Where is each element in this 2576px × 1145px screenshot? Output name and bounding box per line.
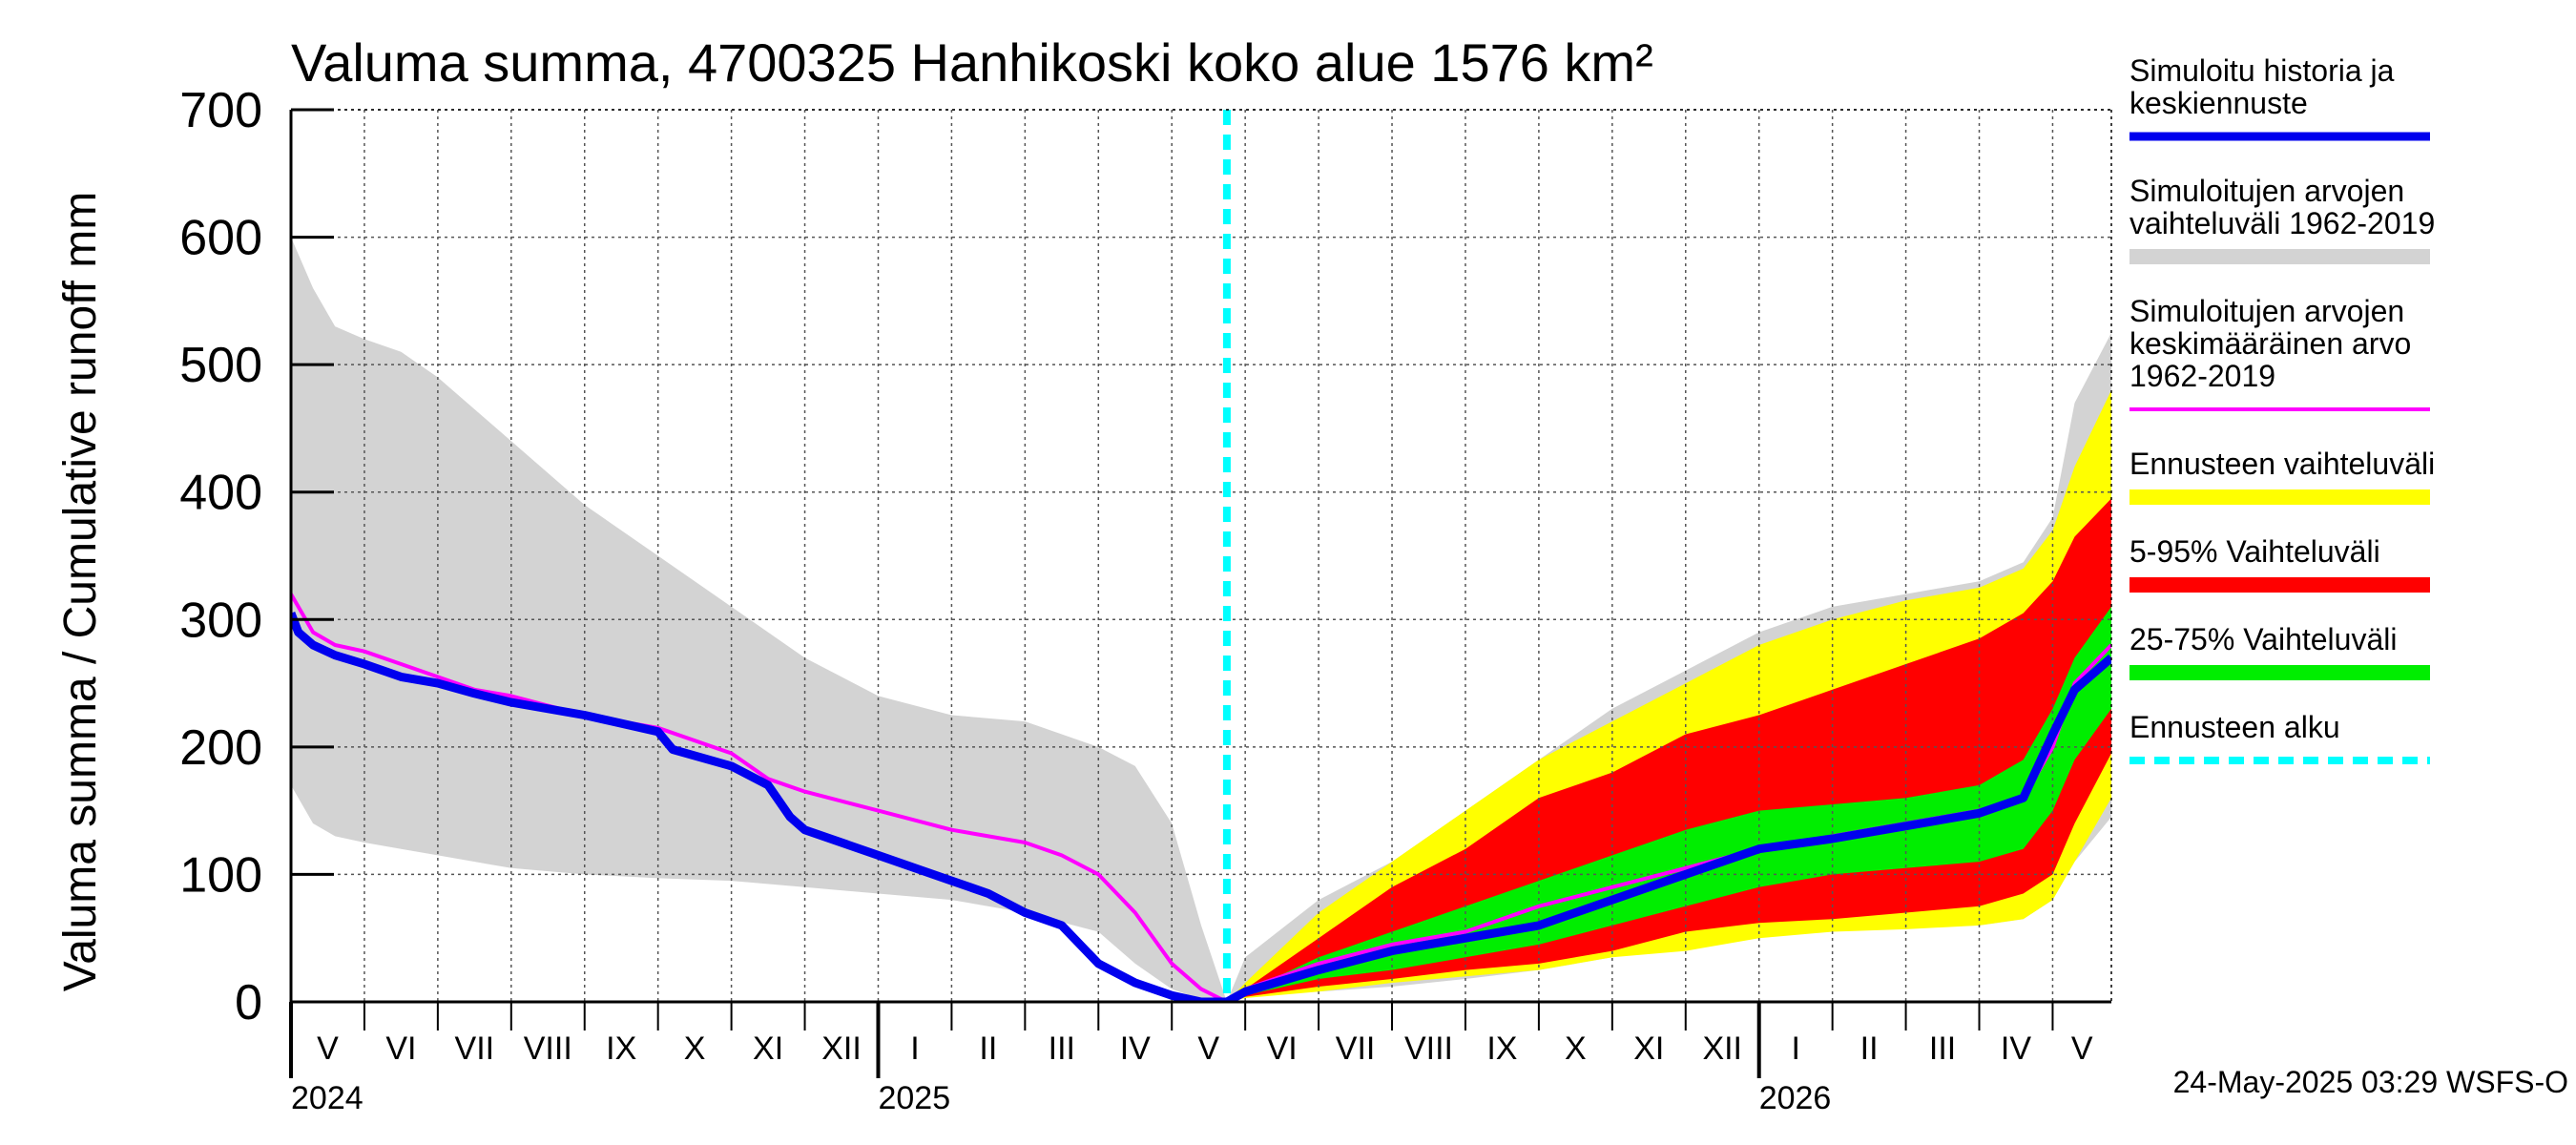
y-tick-label: 100 [179,847,262,903]
x-month-label: I [1791,1030,1799,1067]
legend-label-simuloitujen-arvojen-keskim-r-inen-arvo-1962-2019: keskimääräinen arvo [2129,326,2411,361]
legend-label-simuloitujen-arvojen-keskim-r-inen-arvo-1962-2019: 1962-2019 [2129,359,2275,393]
legend-label-simuloitujen-arvojen-keskim-r-inen-arvo-1962-2019: Simuloitujen arvojen [2129,294,2404,328]
legend-label-ennusteen-alku: Ennusteen alku [2129,710,2340,744]
band-5-95-vaihteluv-li [1226,498,2111,1002]
legend-swatch-ennusteen-vaihteluv-li [2129,489,2430,505]
x-month-label: IV [1120,1030,1151,1067]
timestamp-footer: 24-May-2025 03:29 WSFS-O [2173,1065,2568,1099]
x-month-label: IV [2001,1030,2031,1067]
x-month-label: V [317,1030,339,1067]
y-tick-label: 600 [179,211,262,266]
x-month-label: XII [1702,1030,1742,1067]
x-month-label: V [1197,1030,1219,1067]
x-month-label: IX [606,1030,636,1067]
x-year-label: 2024 [291,1080,364,1116]
x-month-label: VIII [1404,1030,1453,1067]
x-month-label: XI [753,1030,783,1067]
x-year-label: 2026 [1759,1080,1832,1116]
legend-label-simuloitujen-arvojen-vaihteluv-li-1962-2019: Simuloitujen arvojen [2129,174,2404,208]
legend-swatch-5-95-vaihteluv-li [2129,577,2430,593]
y-tick-label: 0 [235,975,262,1030]
x-month-label: I [910,1030,919,1067]
y-tick-label: 700 [179,83,262,138]
x-month-label: VIII [524,1030,572,1067]
x-month-label: IX [1486,1030,1517,1067]
x-month-label: X [1565,1030,1587,1067]
legend-label-simuloitujen-arvojen-vaihteluv-li-1962-2019: vaihteluväli 1962-2019 [2129,206,2435,240]
x-month-label: III [1929,1030,1956,1067]
y-tick-label: 400 [179,466,262,521]
x-month-label: VI [1267,1030,1298,1067]
x-month-label: II [979,1030,997,1067]
legend-swatch-25-75-vaihteluv-li [2129,665,2430,680]
x-month-label: II [1860,1030,1879,1067]
band-25-75-vaihteluv-li [1226,606,2111,1002]
y-tick-label: 200 [179,720,262,776]
x-month-label: XII [821,1030,862,1067]
x-month-label: III [1049,1030,1075,1067]
legend-label-5-95-vaihteluv-li: 5-95% Vaihteluväli [2129,534,2380,569]
y-tick-label: 500 [179,338,262,393]
x-month-label: VI [385,1030,416,1067]
legend-swatch-simuloitujen-arvojen-vaihteluv-li-1962-2019 [2129,249,2430,264]
x-month-label: V [2071,1030,2093,1067]
x-month-label: X [684,1030,706,1067]
x-month-label: VII [455,1030,495,1067]
legend-label-25-75-vaihteluv-li: 25-75% Vaihteluväli [2129,622,2397,656]
y-axis-label: Valuma summa / Cumulative runoff mm [55,192,106,992]
legend-label-ennusteen-vaihteluv-li: Ennusteen vaihteluväli [2129,447,2435,481]
y-tick-label: 300 [179,593,262,648]
legend-label-simuloitu-historia-ja-keskiennuste: keskiennuste [2129,86,2308,120]
chart-title: Valuma summa, 4700325 Hanhikoski koko al… [291,32,1653,93]
x-month-label: VII [1336,1030,1376,1067]
x-year-label: 2025 [878,1080,950,1116]
legend-label-simuloitu-historia-ja-keskiennuste: Simuloitu historia ja [2129,53,2395,88]
x-month-label: XI [1633,1030,1664,1067]
line-simuloitu-historia-ja-keskiennuste [291,611,2111,1002]
